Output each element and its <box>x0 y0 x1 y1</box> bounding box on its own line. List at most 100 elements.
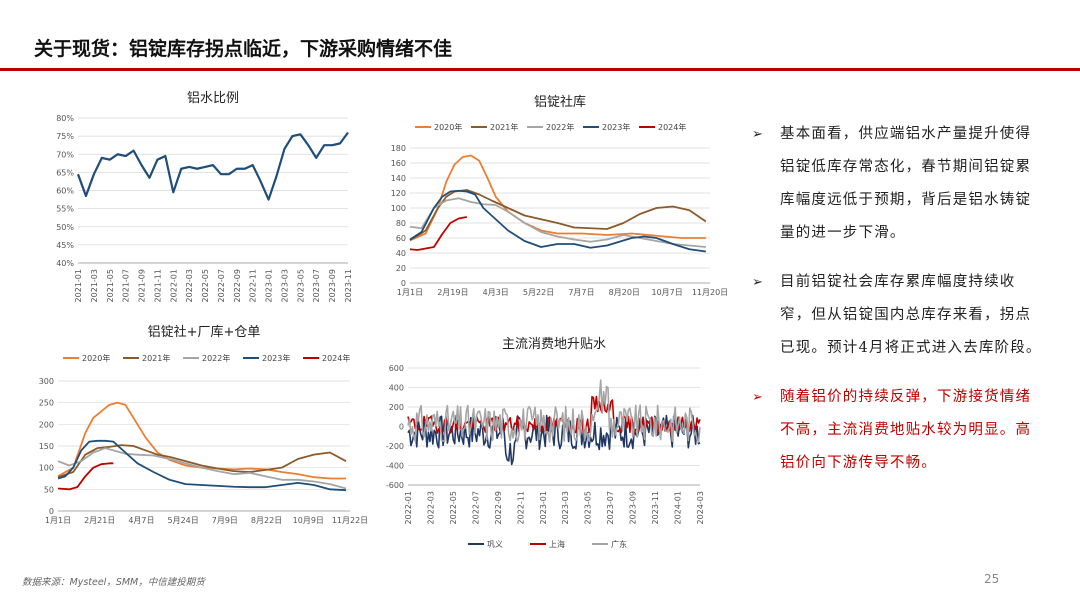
y-tick-label: 40% <box>56 259 74 268</box>
x-tick-label: 7月9日 <box>212 516 238 525</box>
x-tick-label: 2023-07 <box>606 491 615 524</box>
legend-label: 2021年 <box>490 122 518 132</box>
y-tick-label: 120 <box>391 189 406 198</box>
legend-label: 2023年 <box>262 353 290 363</box>
y-tick-label: 400 <box>389 384 404 393</box>
x-tick-label: 2021-05 <box>106 269 115 302</box>
x-tick-label: 10月7日 <box>652 288 683 297</box>
x-tick-label: 2023-11 <box>651 491 660 524</box>
chart-aluminum-water-ratio: 铝水比例 40% 45% 50% 55% 60% 65% 70% 75% 80% 2021-01 20… <box>40 86 370 311</box>
x-tick-label: 8月22日 <box>251 516 282 525</box>
x-tick-label: 2022-11 <box>516 491 525 524</box>
y-tick-label: 60 <box>396 234 406 243</box>
legend-label: 巩义 <box>487 540 503 549</box>
y-tick-label: 0 <box>49 507 54 516</box>
bullet-2: ➢ 目前铝锭社会库存累库幅度持续收窄，但从铝锭国内总库存来看，拐点已现。预计4月… <box>752 266 1042 365</box>
x-tick-label: 2021-11 <box>153 269 162 302</box>
x-tick-label: 1月1日 <box>45 516 71 525</box>
y-tick-label: -600 <box>386 481 404 490</box>
arrow-bullet-icon: ➢ <box>752 275 765 290</box>
x-tick-label: 2022-07 <box>217 269 226 302</box>
x-tick-label: 2023-05 <box>584 491 593 524</box>
x-tick-label: 2022-07 <box>471 491 480 524</box>
y-tick-label: 50% <box>56 223 74 232</box>
y-tick-label: 250 <box>39 399 54 408</box>
y-tick-label: 140 <box>391 174 406 183</box>
x-tick-label: 2022-05 <box>201 269 210 302</box>
legend-label: 2022年 <box>546 122 574 132</box>
series-line-2022年 <box>57 447 347 490</box>
chart-title: 主流消费地升贴水 <box>502 337 606 352</box>
legend-label: 2022年 <box>202 353 230 363</box>
legend-label: 2020年 <box>434 122 462 132</box>
series-line-2021年 <box>409 189 707 242</box>
y-tick-label: 20 <box>396 264 406 273</box>
y-tick-label: 50 <box>44 485 54 494</box>
series-line-2024年 <box>57 462 114 491</box>
y-tick-label: 180 <box>391 144 406 153</box>
y-tick-label: 150 <box>39 442 54 451</box>
legend-label: 2023年 <box>602 122 630 132</box>
x-tick-label: 2022-01 <box>404 491 413 524</box>
x-tick-label: 4月7日 <box>128 516 154 525</box>
y-tick-label: 0 <box>401 279 406 288</box>
x-tick-label: 8月20日 <box>609 288 640 297</box>
x-tick-label: 2021-07 <box>122 269 131 302</box>
x-tick-label: 2022-09 <box>494 491 503 524</box>
y-tick-label: 75% <box>56 132 74 141</box>
x-tick-label: 2021-03 <box>90 269 99 302</box>
x-tick-label: 4月3日 <box>483 288 509 297</box>
series-line-2023年 <box>409 189 707 253</box>
bullet-1: ➢ 基本面看，供应端铝水产量提升使得铝锭低库存常态化，春节期间铝锭累库幅度远低于… <box>752 118 1042 250</box>
x-tick-label: 2022-05 <box>449 491 458 524</box>
series-line <box>76 131 349 201</box>
chart-premium-discount: 主流消费地升贴水 -600 -400 -200 0 200 400 600 2022-01 202… <box>370 330 720 555</box>
page-title: 关于现货：铝锭库存拐点临近，下游采购情绪不佳 <box>34 38 453 60</box>
series-line-2024年 <box>409 216 468 251</box>
legend-label: 2020年 <box>82 353 110 363</box>
x-tick-label: 11月22日 <box>332 516 368 525</box>
chart-title: 铝锭社+厂库+仓单 <box>148 324 261 340</box>
y-tick-label: 300 <box>39 377 54 386</box>
x-tick-label: 2022-11 <box>249 269 258 302</box>
x-tick-label: 2023-09 <box>629 491 638 524</box>
y-tick-label: 200 <box>39 420 54 429</box>
y-tick-label: 80% <box>56 114 74 123</box>
x-tick-label: 1月1日 <box>397 288 423 297</box>
arrow-bullet-icon: ➢ <box>752 390 765 405</box>
page-number: 25 <box>984 572 1000 586</box>
y-tick-label: 200 <box>389 403 404 412</box>
series-line-2023年 <box>57 439 347 492</box>
y-tick-label: 600 <box>389 364 404 373</box>
x-tick-label: 2022-09 <box>233 269 242 302</box>
x-tick-label: 2021-09 <box>138 269 147 302</box>
legend-label: 2024年 <box>658 122 686 132</box>
bullet-2-text: 目前铝锭社会库存累库幅度持续收窄，但从铝锭国内总库存来看，拐点已现。预计4月将正… <box>780 274 1042 356</box>
x-tick-label: 2021-01 <box>74 269 83 302</box>
series-line-2021年 <box>57 444 347 479</box>
arrow-bullet-icon: ➢ <box>752 127 765 142</box>
x-tick-label: 7月7日 <box>568 288 594 297</box>
series-line-2022年 <box>409 197 706 248</box>
y-tick-label: -200 <box>386 442 404 451</box>
y-tick-label: -400 <box>386 462 404 471</box>
source-note: 数据来源：Mysteel，SMM，中信建投期货 <box>22 577 205 588</box>
y-tick-label: 0 <box>399 423 404 432</box>
x-tick-label: 2023-03 <box>561 491 570 524</box>
legend-label: 2021年 <box>142 353 170 363</box>
legend-label: 2024年 <box>322 353 350 363</box>
x-tick-label: 2023-09 <box>328 269 337 302</box>
y-tick-label: 55% <box>56 205 74 214</box>
x-tick-label: 2022-03 <box>185 269 194 302</box>
x-tick-label: 5月22日 <box>523 288 554 297</box>
x-tick-label: 2月21日 <box>84 516 115 525</box>
x-tick-label: 2023-01 <box>265 269 274 302</box>
legend-label: 上海 <box>549 539 565 549</box>
x-tick-label: 10月9日 <box>293 516 324 525</box>
y-tick-label: 65% <box>56 168 74 177</box>
x-tick-label: 2023-05 <box>296 269 305 302</box>
chart-aluminum-social-inventory: 铝锭社库 0 20 40 60 80 100 120 140 160 180 1月1日 2月19日 4月3… <box>380 90 728 315</box>
x-tick-label: 2023-07 <box>312 269 321 302</box>
series-line-广东 <box>407 379 701 443</box>
chart-title: 铝锭社库 <box>534 94 586 110</box>
